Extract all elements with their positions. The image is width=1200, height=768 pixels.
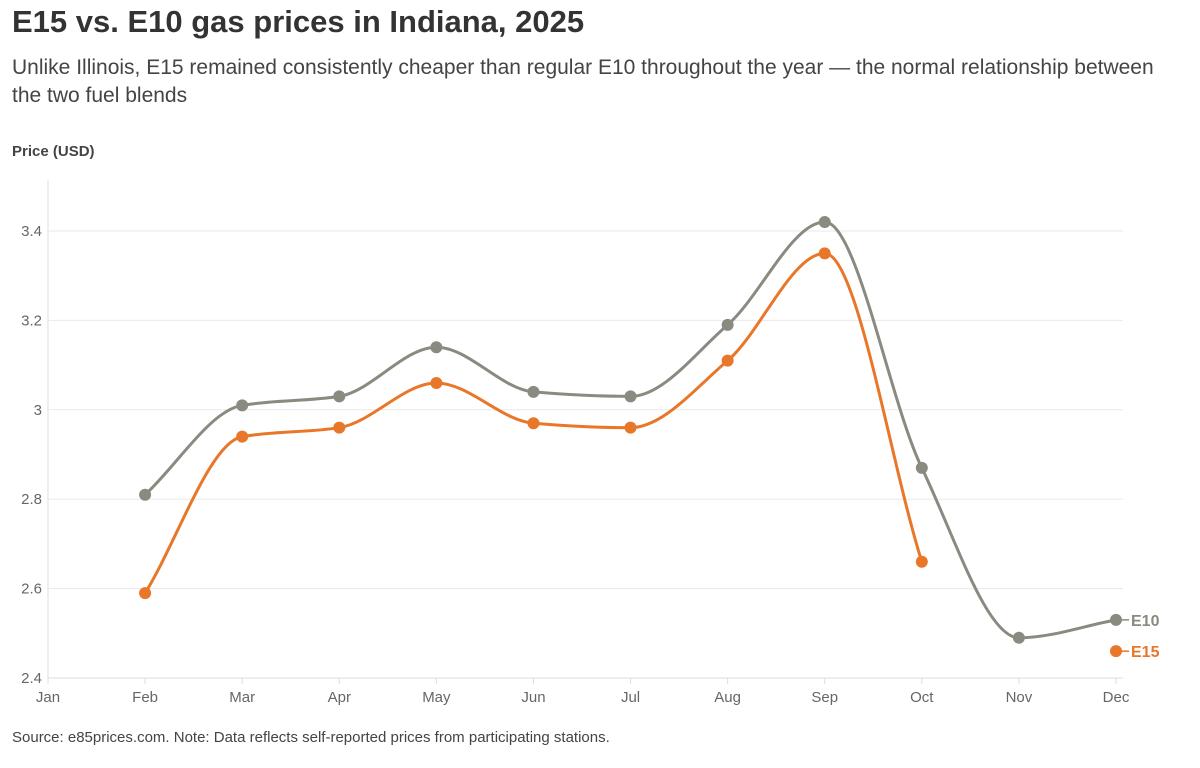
data-point-e15 <box>333 421 346 434</box>
data-point-e15 <box>818 247 831 260</box>
data-point-e10 <box>236 399 249 412</box>
y-tick-label: 3.2 <box>21 312 42 329</box>
x-tick-label: Dec <box>1103 689 1130 706</box>
data-point-e10 <box>139 488 152 501</box>
data-point-e15 <box>139 587 152 600</box>
x-tick-label: Jul <box>621 689 640 706</box>
series-label-e10: E10 <box>1131 613 1160 630</box>
x-tick-label: May <box>422 689 451 706</box>
x-tick-label: Sep <box>811 689 838 706</box>
source-note: Source: e85prices.com. Note: Data reflec… <box>12 729 610 746</box>
data-point-e10 <box>721 318 734 331</box>
x-tick-label: Jan <box>36 689 60 706</box>
x-tick-label: Feb <box>132 689 158 706</box>
data-point-e10 <box>624 390 637 403</box>
y-tick-label: 2.8 <box>21 491 42 508</box>
data-point-e15 <box>527 417 540 430</box>
data-point-e15 <box>915 555 928 568</box>
data-point-e10 <box>527 385 540 398</box>
data-point-e10 <box>818 216 831 229</box>
x-tick-label: Oct <box>910 689 934 706</box>
x-tick-label: Mar <box>229 689 255 706</box>
data-point-e10 <box>430 341 443 354</box>
y-axis-label: Price (USD) <box>12 143 95 160</box>
y-tick-label: 3.4 <box>21 223 42 240</box>
y-tick-label: 2.4 <box>21 670 42 687</box>
x-tick-label: Jun <box>521 689 545 706</box>
x-tick-label: Aug <box>714 689 741 706</box>
x-tick-label: Apr <box>328 689 351 706</box>
y-tick-label: 2.6 <box>21 581 42 598</box>
data-point-e10 <box>1110 613 1122 626</box>
data-point-e15 <box>236 430 249 443</box>
data-point-e15 <box>624 421 637 434</box>
data-point-e10 <box>1012 631 1025 644</box>
data-point-e15 <box>1110 645 1122 658</box>
data-point-e15 <box>721 354 734 367</box>
x-tick-label: Nov <box>1006 689 1033 706</box>
data-point-e15 <box>430 376 443 389</box>
chart-title: E15 vs. E10 gas prices in Indiana, 2025 <box>12 4 585 39</box>
chart-subtitle: Unlike Illinois, E15 remained consistent… <box>12 56 1154 107</box>
data-point-e10 <box>333 390 346 403</box>
data-point-e10 <box>915 461 928 474</box>
series-label-e15: E15 <box>1131 644 1160 661</box>
series-line-e10 <box>144 220 1117 640</box>
y-tick-label: 3 <box>34 402 42 419</box>
